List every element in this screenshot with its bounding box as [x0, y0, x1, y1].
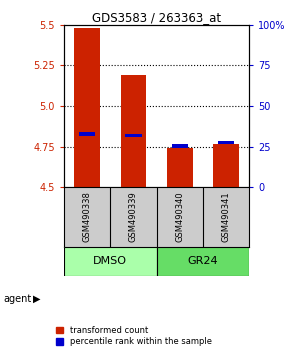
Text: DMSO: DMSO	[93, 256, 127, 266]
Text: GSM490339: GSM490339	[129, 192, 138, 242]
Bar	[64, 246, 157, 276]
Bar	[218, 141, 234, 144]
Bar	[125, 133, 142, 137]
Bar	[172, 144, 188, 148]
Bar	[213, 143, 239, 187]
Text: agent: agent	[3, 294, 31, 304]
Bar	[167, 148, 193, 187]
Text: GSM490340: GSM490340	[175, 192, 184, 242]
Bar	[74, 28, 100, 187]
Bar	[157, 246, 249, 276]
Bar	[79, 132, 95, 136]
Legend: transformed count, percentile rank within the sample: transformed count, percentile rank withi…	[56, 326, 212, 346]
Text: GSM490338: GSM490338	[82, 192, 92, 242]
Text: ▶: ▶	[33, 294, 41, 304]
Title: GDS3583 / 263363_at: GDS3583 / 263363_at	[92, 11, 221, 24]
Text: GR24: GR24	[188, 256, 218, 266]
Bar	[121, 75, 146, 187]
Text: GSM490341: GSM490341	[222, 192, 231, 242]
